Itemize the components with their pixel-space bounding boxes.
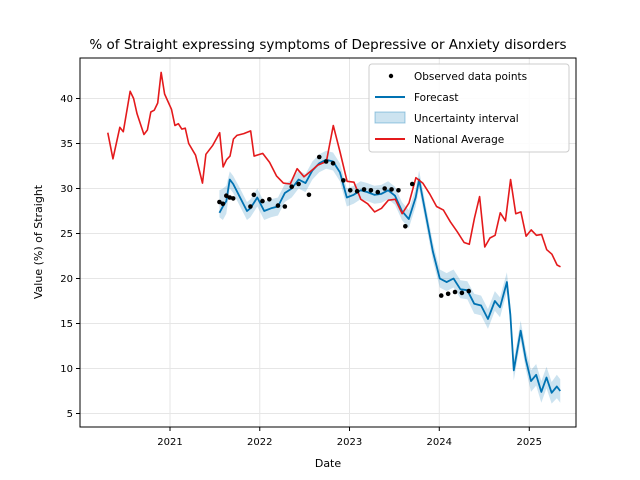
- observed-points: [217, 154, 472, 298]
- observed-point: [361, 187, 367, 192]
- observed-point: [296, 181, 301, 187]
- observed-point: [341, 178, 346, 183]
- observed-point: [316, 154, 322, 160]
- observed-point: [445, 291, 451, 297]
- series-lines: [107, 71, 561, 394]
- legend-uncertainty-swatch: [374, 111, 406, 124]
- observed-point: [282, 204, 288, 209]
- x-axis: 2021 2022 2023 2024 2025: [157, 427, 542, 448]
- observed-point: [217, 199, 222, 205]
- national-average-line: [107, 71, 561, 268]
- y-tick-label: 25: [60, 229, 73, 240]
- observed-point: [438, 293, 444, 298]
- y-tick-label: 15: [60, 319, 73, 330]
- forecast-line: [218, 158, 561, 394]
- observed-point: [224, 193, 229, 198]
- x-tick-label: 2023: [337, 437, 362, 448]
- y-tick-label: 30: [60, 184, 73, 195]
- y-tick-label: 40: [60, 94, 73, 105]
- y-axis-label: Value (%) of Straight: [32, 184, 45, 299]
- x-axis-label: Date: [315, 457, 342, 470]
- observed-point: [459, 290, 465, 296]
- legend-observed-label: Observed data points: [414, 71, 527, 83]
- chart-title: % of Straight expressing symptoms of Dep…: [89, 37, 566, 53]
- plot-frame: [79, 57, 577, 428]
- x-tick-label: 2021: [157, 437, 182, 448]
- observed-point: [375, 189, 381, 195]
- legend-forecast-label: Forecast: [414, 92, 458, 104]
- observed-point: [248, 204, 253, 209]
- legend-national-label: National Average: [414, 134, 504, 146]
- observed-point: [466, 288, 472, 294]
- y-axis: 5 10 15 20 25 30 35 40: [60, 94, 80, 420]
- observed-point: [323, 159, 329, 164]
- grid: [80, 58, 576, 427]
- observed-point: [289, 184, 295, 189]
- observed-point: [227, 195, 233, 200]
- y-tick-label: 35: [60, 139, 73, 150]
- observed-point: [368, 188, 374, 193]
- observed-point: [267, 197, 272, 202]
- observed-point: [220, 201, 226, 207]
- y-tick-label: 20: [60, 274, 73, 285]
- observed-point: [230, 196, 236, 201]
- y-tick-label: 10: [60, 364, 73, 375]
- x-tick-label: 2025: [517, 437, 542, 448]
- x-tick-label: 2022: [247, 437, 272, 448]
- legend-uncertainty-label: Uncertainty interval: [414, 113, 519, 125]
- legend-observed-marker: [388, 73, 394, 79]
- observed-point: [452, 289, 458, 295]
- observed-point: [275, 203, 281, 208]
- legend-box: [368, 63, 570, 153]
- observed-point: [389, 187, 394, 192]
- observed-point: [409, 181, 415, 187]
- observed-point: [396, 188, 401, 193]
- legend: Observed data points Forecast Uncertaint…: [368, 63, 570, 153]
- observed-point: [306, 192, 312, 198]
- observed-point: [260, 198, 265, 204]
- observed-point: [347, 188, 353, 193]
- observed-point: [251, 192, 257, 198]
- observed-point: [330, 161, 336, 166]
- y-tick-label: 5: [67, 409, 73, 420]
- observed-point: [403, 224, 408, 229]
- observed-point: [354, 188, 360, 194]
- observed-point: [382, 186, 387, 191]
- x-tick-label: 2024: [427, 437, 452, 448]
